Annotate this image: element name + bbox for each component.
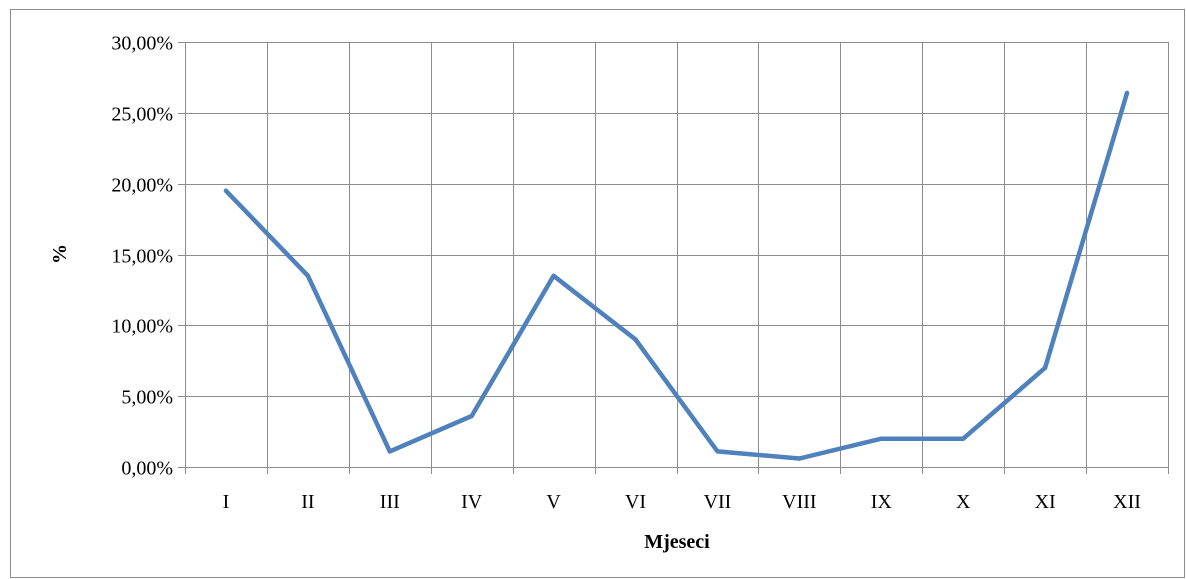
axes — [185, 42, 1168, 468]
series-line — [223, 90, 1130, 461]
x-tick-label: V — [546, 491, 561, 513]
y-tick-label: 20,00% — [111, 175, 173, 197]
data-point — [223, 188, 229, 193]
x-tick-label: III — [380, 491, 400, 513]
data-point — [1124, 90, 1130, 96]
data-point — [797, 456, 802, 461]
tick-labels: 0,00% 5,00% 10,00% 15,00% 20,00% 25,00% 30,00%… — [111, 33, 1141, 514]
y-tick-label: 25,00% — [111, 104, 173, 126]
data-point — [551, 273, 556, 278]
x-tick-label: I — [223, 491, 230, 513]
x-tick-label: VI — [625, 491, 646, 513]
x-tick-label: XI — [1035, 491, 1056, 513]
data-point — [387, 449, 392, 454]
x-axis-title: Mjeseci — [644, 531, 710, 553]
data-point — [715, 449, 720, 454]
data-point — [633, 337, 638, 342]
series-layer — [223, 90, 1130, 461]
x-tick-label: XII — [1113, 491, 1141, 513]
x-tick-label: IX — [871, 491, 893, 513]
data-point — [1042, 365, 1048, 371]
data-point — [305, 273, 311, 278]
chart-frame — [10, 9, 1185, 578]
y-tick-label: 5,00% — [121, 387, 173, 409]
x-tick-label: IV — [461, 491, 483, 513]
y-tick-label: 0,00% — [121, 458, 173, 480]
y-tick-label: 15,00% — [111, 246, 173, 268]
grid-lines — [178, 42, 1169, 474]
data-point — [469, 413, 474, 419]
y-tick-label: 10,00% — [111, 316, 173, 338]
data-point — [879, 436, 884, 441]
x-tick-label: II — [301, 491, 314, 513]
data-point — [961, 436, 966, 441]
y-tick-label: 30,00% — [111, 33, 173, 55]
x-tick-label: X — [956, 491, 971, 513]
x-tick-label: VII — [704, 491, 732, 513]
y-axis-title: % — [49, 244, 71, 264]
x-tick-label: VIII — [782, 491, 816, 513]
